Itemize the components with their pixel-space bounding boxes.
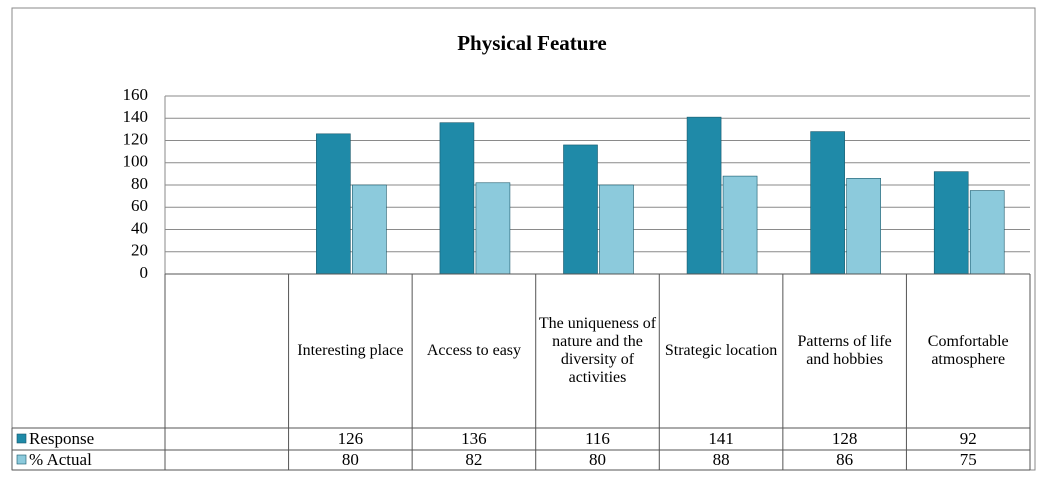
x-tick-label: Interesting place	[297, 342, 404, 359]
bar	[722, 175, 758, 275]
table-value: 88	[713, 450, 730, 469]
x-tick-label-box: Comfortable atmosphere	[927, 333, 1009, 368]
x-tick-label-box: Access to easy	[426, 342, 522, 359]
table-value: 136	[461, 429, 487, 448]
bar	[439, 122, 475, 275]
bar	[933, 171, 969, 275]
x-tick-label-box: Strategic location	[664, 342, 778, 359]
table-value: 116	[585, 429, 610, 448]
y-tick-label: 160	[123, 85, 149, 104]
bar	[563, 144, 598, 275]
x-tick-label-box: Interesting place	[297, 342, 404, 359]
table-value: 92	[960, 429, 977, 448]
y-tick-label: 140	[123, 107, 149, 126]
x-tick-label: The uniqueness of nature and the diversi…	[538, 315, 657, 386]
x-tick-label: Comfortable atmosphere	[927, 333, 1009, 368]
bar	[316, 133, 351, 275]
y-tick-label: 120	[123, 129, 149, 148]
table-value: 126	[338, 429, 364, 448]
x-tick-label-box: The uniqueness of nature and the diversi…	[538, 315, 657, 386]
x-tick-label: Strategic location	[664, 342, 778, 359]
table-value: 128	[832, 429, 858, 448]
bar	[810, 131, 845, 275]
y-tick-label: 80	[131, 174, 148, 193]
bar	[475, 182, 511, 275]
y-tick-label: 100	[123, 152, 149, 171]
table-value: 141	[708, 429, 734, 448]
x-tick-label: Access to easy	[426, 342, 522, 359]
table-value: 80	[589, 450, 606, 469]
bar	[686, 116, 722, 275]
chart-title: Physical Feature	[457, 31, 607, 55]
bar	[969, 190, 1005, 275]
bar	[599, 184, 634, 275]
bar	[352, 184, 387, 275]
legend-label: % Actual	[29, 450, 92, 469]
legend-swatch	[16, 454, 27, 465]
table-value: 86	[836, 450, 853, 469]
x-tick-label-box: Patterns of life and hobbies	[797, 333, 892, 368]
legend-swatch	[16, 433, 27, 444]
table-value: 82	[465, 450, 482, 469]
y-tick-label: 20	[131, 241, 148, 260]
y-tick-label: 40	[131, 218, 148, 237]
y-tick-label: 0	[140, 263, 149, 282]
bar	[846, 178, 881, 275]
legend-label: Response	[29, 429, 94, 448]
y-tick-label: 60	[131, 196, 148, 215]
x-tick-label: Patterns of life and hobbies	[797, 333, 892, 368]
table-value: 75	[960, 450, 977, 469]
table-value: 80	[342, 450, 359, 469]
